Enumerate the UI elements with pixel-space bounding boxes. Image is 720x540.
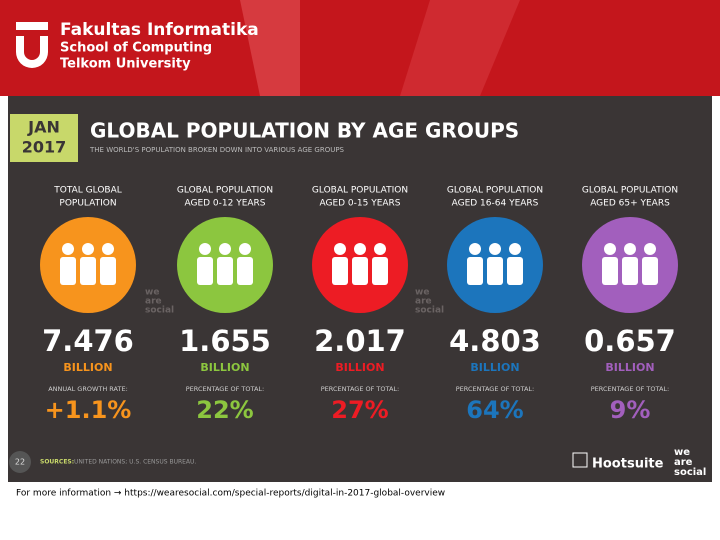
column-heading: POPULATION <box>59 199 116 209</box>
watermark: we <box>145 288 159 298</box>
person-head <box>219 243 231 255</box>
person-head <box>334 243 346 255</box>
person-body <box>372 257 388 285</box>
watermark: social <box>145 306 174 316</box>
partner-logo: we <box>674 447 690 458</box>
column-heading: GLOBAL POPULATION <box>177 186 273 196</box>
column-heading: GLOBAL POPULATION <box>582 186 678 196</box>
population-value: 4.803 <box>449 324 541 358</box>
person-head <box>239 243 251 255</box>
watermark: are <box>145 297 162 307</box>
unit: BILLION <box>335 361 384 374</box>
person-body <box>60 257 76 285</box>
sources-label: SOURCES: <box>40 459 74 466</box>
stat-label: ANNUAL GROWTH RATE: <box>48 385 128 393</box>
column-heading: AGED 16-64 YEARS <box>452 199 539 209</box>
column-heading: GLOBAL POPULATION <box>447 186 543 196</box>
person-body <box>352 257 368 285</box>
column-heading: TOTAL GLOBAL <box>53 186 122 196</box>
stat-label: PERCENTAGE OF TOTAL: <box>321 385 399 393</box>
header-stripe <box>240 0 300 96</box>
partner-logo: are <box>674 457 693 468</box>
watermark: we <box>415 288 429 298</box>
hootsuite-icon <box>572 452 588 468</box>
unit: BILLION <box>605 361 654 374</box>
faculty-name: Fakultas Informatika <box>60 20 259 40</box>
column-heading: AGED 0-12 YEARS <box>184 199 265 209</box>
person-body <box>332 257 348 285</box>
person-body <box>602 257 618 285</box>
watermark: are <box>415 297 432 307</box>
column-heading: AGED 65+ YEARS <box>590 199 670 209</box>
person-body <box>237 257 253 285</box>
person-body <box>467 257 483 285</box>
person-head <box>604 243 616 255</box>
person-body <box>622 257 638 285</box>
university-name: Telkom University <box>60 57 191 72</box>
population-value: 2.017 <box>314 324 406 358</box>
person-body <box>100 257 116 285</box>
school-name: School of Computing <box>60 41 212 56</box>
column-heading: GLOBAL POPULATION <box>312 186 408 196</box>
person-head <box>199 243 211 255</box>
stat-label: PERCENTAGE OF TOTAL: <box>456 385 534 393</box>
unit: BILLION <box>200 361 249 374</box>
person-body <box>80 257 96 285</box>
column-heading: AGED 0-15 YEARS <box>319 199 400 209</box>
brand: Hootsuite <box>592 457 664 472</box>
person-body <box>507 257 523 285</box>
person-body <box>487 257 503 285</box>
person-head <box>62 243 74 255</box>
watermark: social <box>415 306 444 316</box>
person-head <box>469 243 481 255</box>
person-head <box>509 243 521 255</box>
sources: UNITED NATIONS; U.S. CENSUS BUREAU. <box>74 459 196 466</box>
population-value: 0.657 <box>584 324 676 358</box>
person-body <box>197 257 213 285</box>
stat-value: 27% <box>331 396 388 424</box>
person-head <box>489 243 501 255</box>
date-year: 2017 <box>22 138 67 157</box>
person-body <box>642 257 658 285</box>
page-number: 22 <box>15 458 25 467</box>
unit: BILLION <box>63 361 112 374</box>
header-stripe <box>400 0 520 96</box>
page-badge <box>9 451 31 473</box>
person-head <box>374 243 386 255</box>
stat-value: +1.1% <box>45 396 132 424</box>
population-value: 7.476 <box>42 324 134 358</box>
footer-area <box>0 482 720 540</box>
person-head <box>102 243 114 255</box>
header-band <box>0 0 720 96</box>
date-badge <box>10 114 78 162</box>
stat-value: 64% <box>466 396 523 424</box>
slide-title: GLOBAL POPULATION BY AGE GROUPS <box>90 119 519 143</box>
partner-logo: social <box>674 467 706 478</box>
stat-value: 22% <box>196 396 253 424</box>
person-head <box>624 243 636 255</box>
person-head <box>354 243 366 255</box>
person-body <box>217 257 233 285</box>
stat-label: PERCENTAGE OF TOTAL: <box>186 385 264 393</box>
person-head <box>82 243 94 255</box>
population-value: 1.655 <box>179 324 271 358</box>
logo <box>16 22 48 68</box>
date-month: JAN <box>27 118 60 137</box>
person-head <box>644 243 656 255</box>
stat-label: PERCENTAGE OF TOTAL: <box>591 385 669 393</box>
stat-value: 9% <box>610 396 651 424</box>
unit: BILLION <box>470 361 519 374</box>
footer-text: For more information → https://wearesoci… <box>16 489 445 499</box>
slide-subtitle: THE WORLD'S POPULATION BROKEN DOWN INTO … <box>89 146 345 154</box>
